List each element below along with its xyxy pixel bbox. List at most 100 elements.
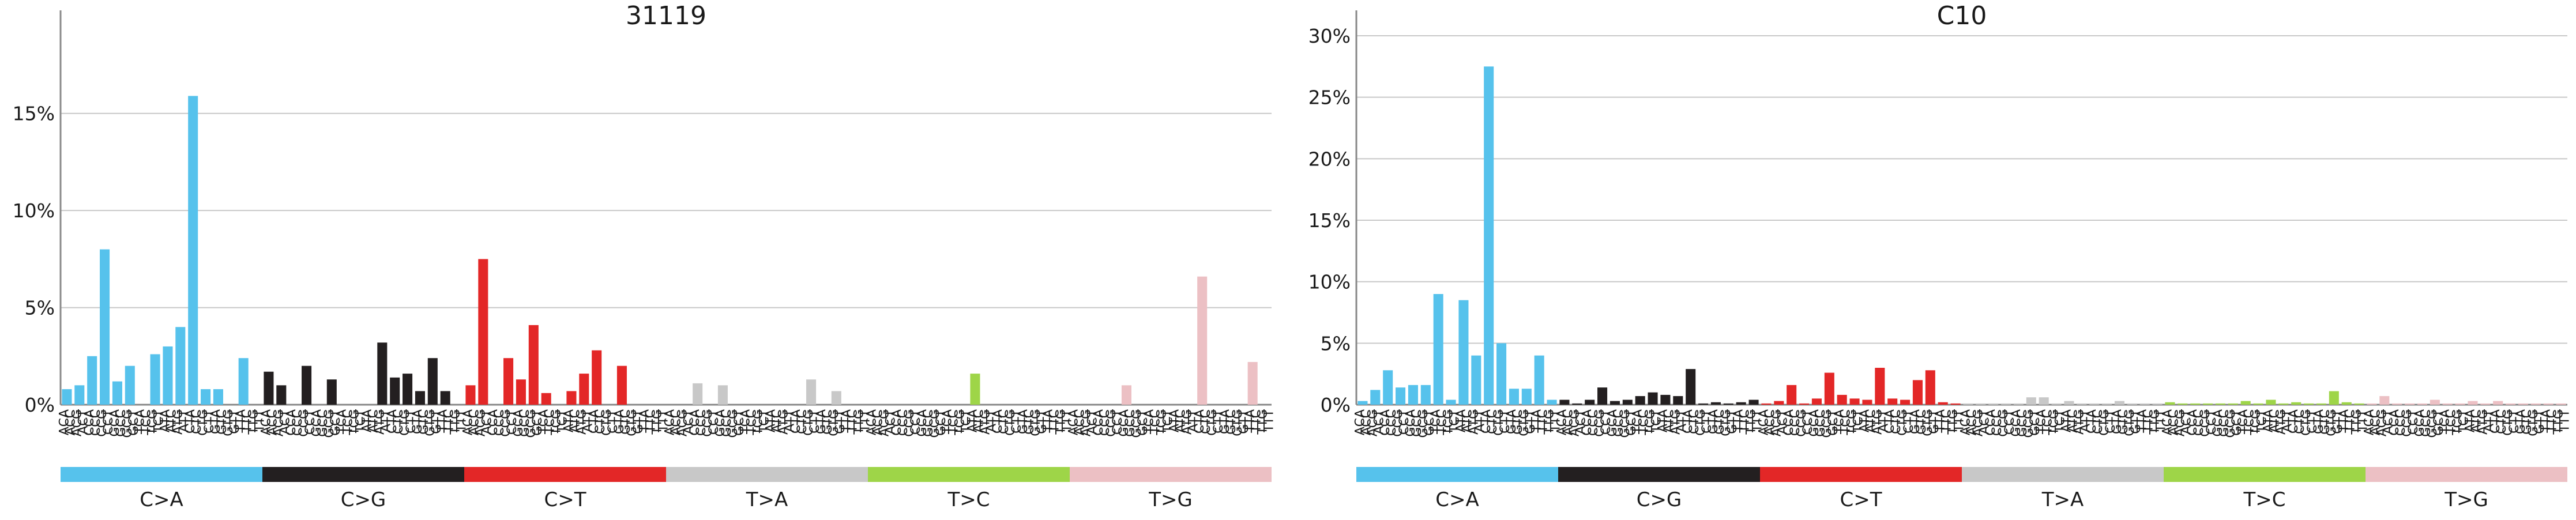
bar-T-C-8 xyxy=(2253,403,2263,405)
bar-C-T-5 xyxy=(516,379,526,405)
x-tick-label: TTA xyxy=(2337,409,2352,433)
bar-C-A-13 xyxy=(1509,389,1519,405)
bar-T-G-16 xyxy=(2556,403,2566,405)
x-tick-label: ACG xyxy=(1769,409,1784,436)
bar-C-G-1 xyxy=(1559,400,1570,405)
x-tick-label: GCT xyxy=(127,409,141,435)
bar-T-A-14 xyxy=(831,391,841,405)
x-tick-label: TTT xyxy=(657,409,671,432)
mutation-type-strip xyxy=(868,467,1070,482)
x-tick-label: TTA xyxy=(1530,409,1544,433)
bar-C-A-2 xyxy=(74,385,85,405)
x-tick-label: ACT xyxy=(2179,409,2194,434)
x-tick-label: TTA xyxy=(840,409,854,433)
x-tick-label: TCA xyxy=(2438,409,2453,435)
x-tick-label: CTG xyxy=(2097,409,2112,436)
bar-T-G-6 xyxy=(2430,400,2440,405)
x-tick-label: GTC xyxy=(821,409,835,435)
x-tick-label: CCA xyxy=(284,409,299,436)
bar-T-G-3 xyxy=(2392,403,2402,405)
bar-C-G-15 xyxy=(440,391,450,405)
x-tick-label: CTT xyxy=(1498,409,1513,433)
x-tick-label: TCT xyxy=(758,409,772,434)
x-tick-label: GTC xyxy=(1224,409,1239,435)
mutation-type-strip xyxy=(1760,467,1962,482)
x-tick-label: GTG xyxy=(625,409,640,436)
x-tick-label: GTG xyxy=(1719,409,1733,436)
x-tick-label: TCC xyxy=(2243,409,2257,435)
x-tick-label: TCG xyxy=(550,409,564,436)
x-tick-label: ATT xyxy=(984,409,999,432)
x-tick-label: CTA xyxy=(385,409,400,434)
x-tick-label: ACA xyxy=(1958,409,1973,435)
x-tick-label: TCT xyxy=(2054,409,2068,434)
x-tick-label: ACT xyxy=(1977,409,1992,434)
mutation-type-strip xyxy=(262,467,464,482)
x-tick-label: CCA xyxy=(1580,409,1595,436)
x-tick-label: ATC xyxy=(2469,409,2484,433)
x-tick-label: ACT xyxy=(76,409,91,434)
x-tick-label: CTG xyxy=(2299,409,2314,436)
mutation-type-label: T>C xyxy=(2243,488,2286,511)
bar-C-A-1 xyxy=(62,389,72,405)
x-tick-label: TTT xyxy=(253,409,268,432)
x-tick-label: ATG xyxy=(171,409,185,435)
bar-T-A-14 xyxy=(2127,403,2137,405)
bar-C-T-2 xyxy=(478,259,488,405)
x-tick-label: CTA xyxy=(1479,409,1494,434)
x-tick-label: CTA xyxy=(1193,409,1207,434)
bar-C-G-4 xyxy=(1597,387,1608,405)
bar-T-C-10 xyxy=(2278,403,2289,405)
x-tick-label: TTA xyxy=(1243,409,1258,433)
x-tick-label: CCG xyxy=(1593,409,1607,437)
x-tick-label: GCG xyxy=(928,409,942,438)
x-tick-label: CCT xyxy=(1111,409,1125,435)
x-tick-label: TCC xyxy=(947,409,961,435)
x-tick-label: CCA xyxy=(1092,409,1106,436)
x-tick-label: ACT xyxy=(682,409,696,434)
x-tick-label: TTC xyxy=(442,409,457,434)
bar-C-T-11 xyxy=(592,350,602,405)
x-tick-label: CCC xyxy=(1385,409,1399,436)
mutation-type-label: T>A xyxy=(746,488,788,511)
x-tick-label: CCG xyxy=(902,409,917,437)
bar-C-G-10 xyxy=(1673,396,1683,405)
x-tick-label: GCG xyxy=(1618,409,1633,438)
bar-C-G-1 xyxy=(264,371,274,405)
x-tick-label: CCT xyxy=(1801,409,1815,435)
bar-C-A-8 xyxy=(150,354,160,405)
x-tick-label: CTG xyxy=(600,409,614,436)
x-tick-label: ATT xyxy=(1186,409,1201,432)
x-tick-label: CCT xyxy=(1397,409,1412,435)
x-tick-label: TTG xyxy=(2350,409,2364,435)
bar-C-A-5 xyxy=(1408,385,1418,405)
bar-C-G-13 xyxy=(415,391,425,405)
x-tick-label: TCA xyxy=(739,409,753,435)
bar-C-G-12 xyxy=(403,374,413,405)
x-tick-label: CTT xyxy=(202,409,217,433)
y-tick-label: 30% xyxy=(1308,25,1351,47)
x-tick-label: ACG xyxy=(473,409,488,436)
x-tick-label: GCA xyxy=(310,409,324,436)
x-tick-label: TTT xyxy=(1953,409,1967,432)
x-tick-label: ATC xyxy=(568,409,582,433)
bar-C-A-6 xyxy=(125,365,135,405)
y-tick-label: 20% xyxy=(1308,148,1351,170)
x-tick-label: CCC xyxy=(1586,409,1601,436)
bar-C-G-11 xyxy=(1686,369,1696,405)
mutation-type-strip xyxy=(666,467,868,482)
x-tick-label: TTC xyxy=(644,409,659,434)
x-tick-label: TTG xyxy=(449,409,463,435)
x-tick-label: GCA xyxy=(1605,409,1620,436)
x-tick-label: TCC xyxy=(2445,409,2459,435)
x-tick-label: GCC xyxy=(114,409,129,437)
x-tick-label: TCC xyxy=(341,409,356,435)
x-tick-label: TCC xyxy=(140,409,154,435)
x-tick-label: GTT xyxy=(2533,409,2547,434)
x-tick-label: ATG xyxy=(1180,409,1194,435)
x-tick-label: GTG xyxy=(423,409,438,436)
x-tick-label: CCC xyxy=(291,409,305,436)
bar-C-T-10 xyxy=(1875,368,1885,405)
x-tick-label: TCG xyxy=(1155,409,1169,436)
x-tick-label: GCG xyxy=(2022,409,2036,438)
